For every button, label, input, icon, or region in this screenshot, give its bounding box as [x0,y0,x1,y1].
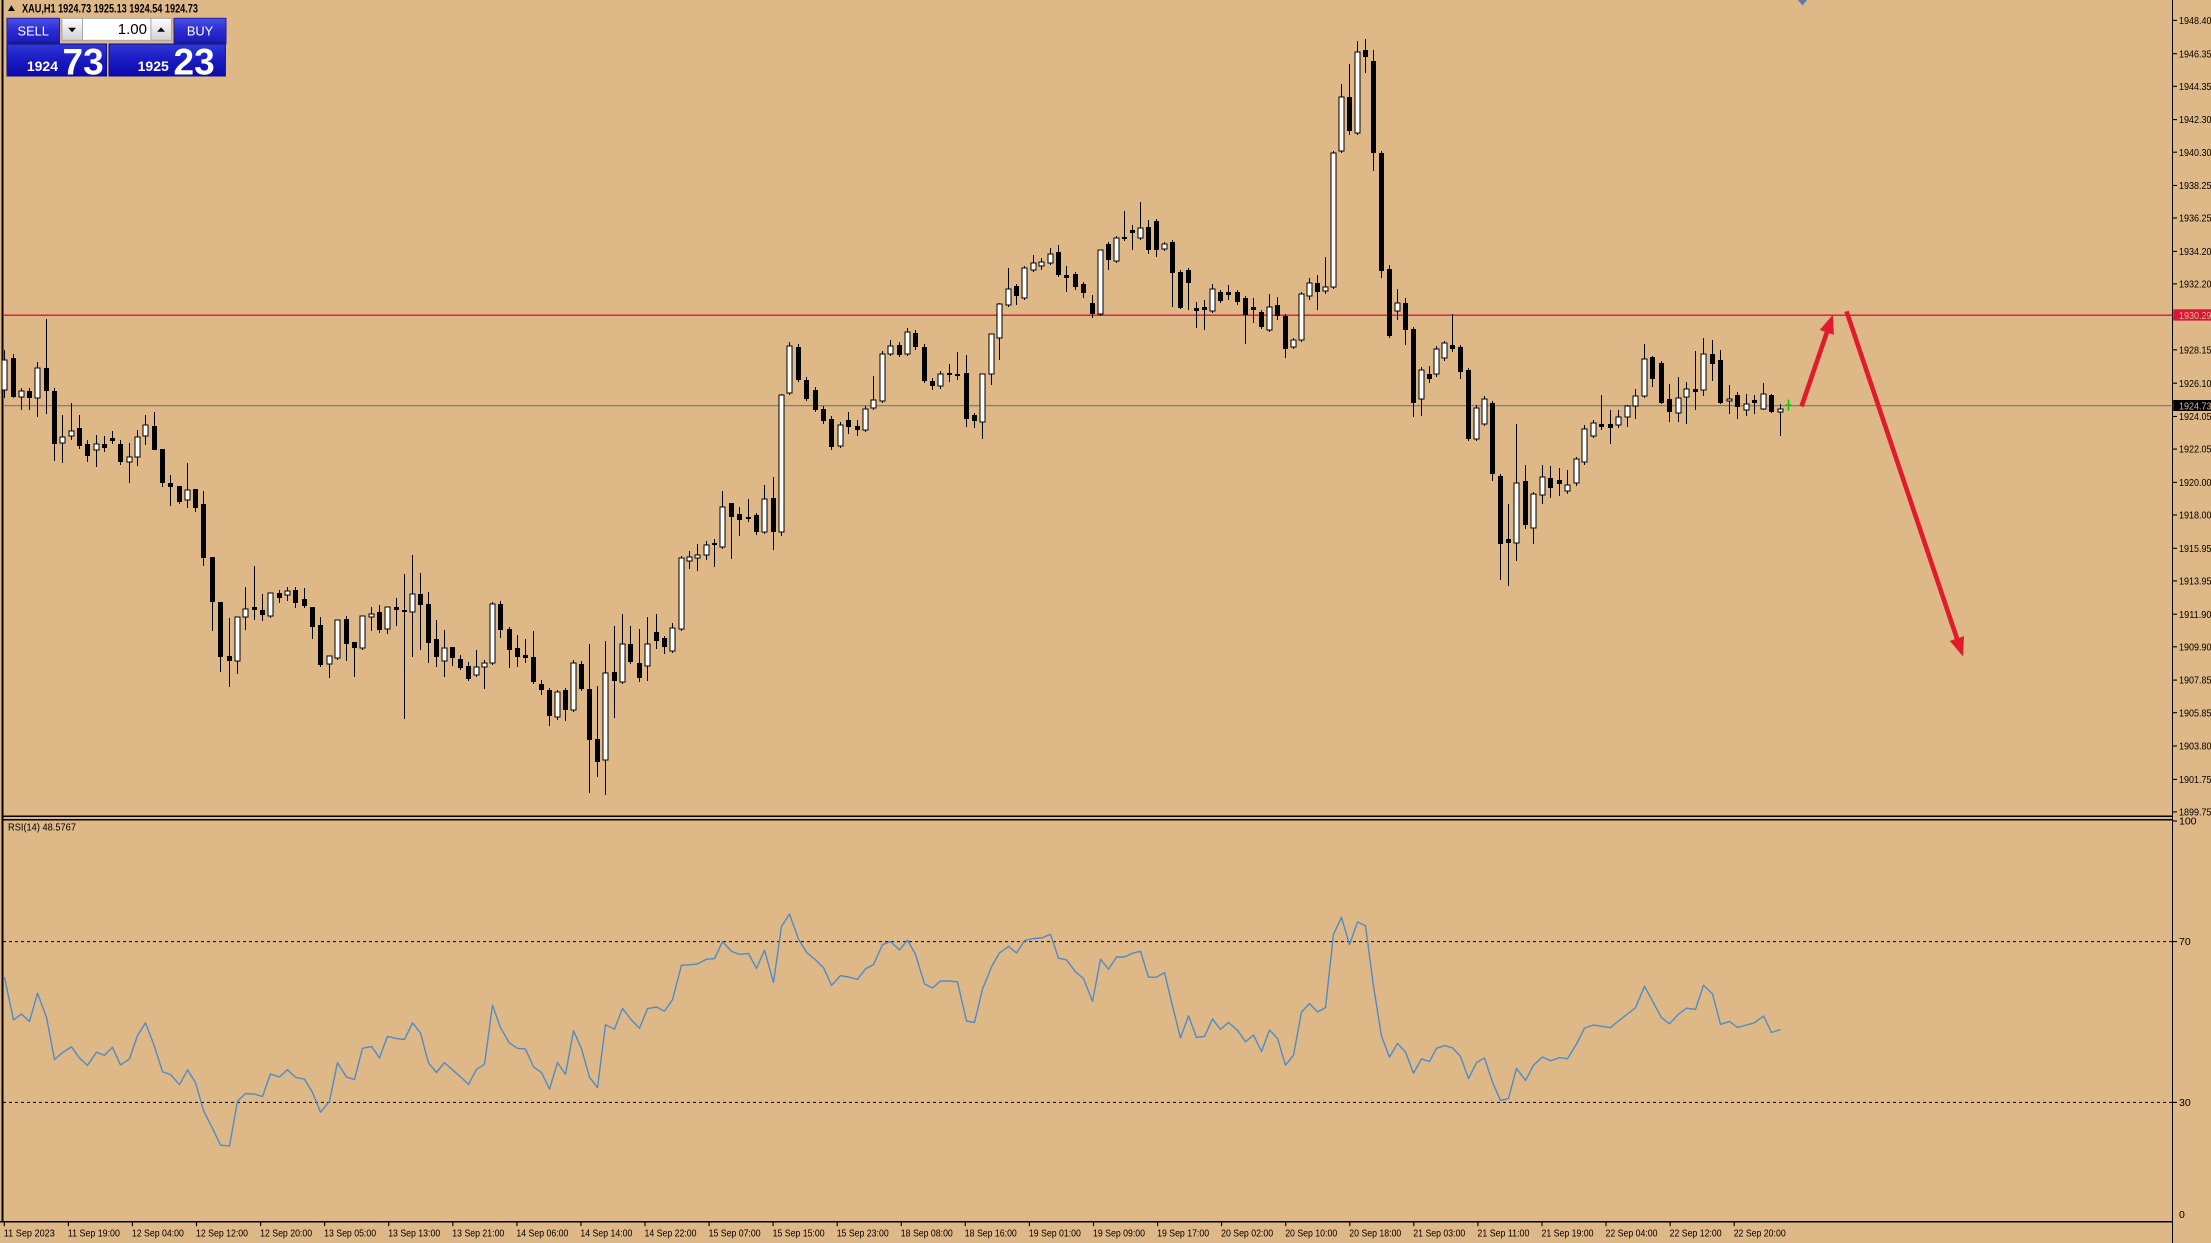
svg-text:21 Sep 11:00: 21 Sep 11:00 [1477,1229,1529,1240]
svg-text:22 Sep 04:00: 22 Sep 04:00 [1606,1229,1658,1240]
svg-text:1899.75: 1899.75 [2179,807,2211,819]
svg-text:1922.05: 1922.05 [2179,444,2211,456]
svg-text:23: 23 [174,41,215,82]
svg-text:RSI(14) 48.5767: RSI(14) 48.5767 [8,822,76,834]
svg-text:1901.75: 1901.75 [2179,774,2211,786]
svg-text:13 Sep 13:00: 13 Sep 13:00 [388,1229,440,1240]
svg-text:1911.90: 1911.90 [2179,609,2211,621]
svg-text:BUY: BUY [187,23,214,38]
svg-text:12 Sep 04:00: 12 Sep 04:00 [132,1229,184,1240]
svg-text:14 Sep 14:00: 14 Sep 14:00 [580,1229,632,1240]
svg-text:1930.29: 1930.29 [2179,310,2211,322]
svg-text:20 Sep 02:00: 20 Sep 02:00 [1221,1229,1273,1240]
svg-text:SELL: SELL [18,23,49,38]
svg-text:1924: 1924 [27,58,58,74]
svg-text:11 Sep 2023: 11 Sep 2023 [4,1229,55,1240]
svg-text:1920.00: 1920.00 [2179,477,2211,489]
svg-text:1942.30: 1942.30 [2179,114,2211,126]
svg-text:1948.40: 1948.40 [2179,15,2211,27]
svg-text:19 Sep 17:00: 19 Sep 17:00 [1157,1229,1209,1240]
svg-text:22 Sep 20:00: 22 Sep 20:00 [1734,1229,1786,1240]
svg-text:1909.90: 1909.90 [2179,641,2211,653]
svg-text:1928.15: 1928.15 [2179,344,2211,356]
svg-text:20 Sep 10:00: 20 Sep 10:00 [1285,1229,1337,1240]
svg-text:18 Sep 16:00: 18 Sep 16:00 [965,1229,1017,1240]
svg-text:1903.80: 1903.80 [2179,741,2211,753]
svg-text:21 Sep 19:00: 21 Sep 19:00 [1542,1229,1594,1240]
svg-text:1905.85: 1905.85 [2179,707,2211,719]
svg-text:1924.73: 1924.73 [2179,401,2211,413]
svg-text:73: 73 [63,41,104,82]
svg-text:14 Sep 06:00: 14 Sep 06:00 [516,1229,568,1240]
svg-text:12 Sep 12:00: 12 Sep 12:00 [196,1229,248,1240]
svg-text:14 Sep 22:00: 14 Sep 22:00 [645,1229,697,1240]
svg-text:12 Sep 20:00: 12 Sep 20:00 [260,1229,312,1240]
svg-text:1913.95: 1913.95 [2179,576,2211,588]
svg-text:18 Sep 08:00: 18 Sep 08:00 [901,1229,953,1240]
svg-text:1940.30: 1940.30 [2179,147,2211,159]
svg-text:19 Sep 01:00: 19 Sep 01:00 [1029,1229,1081,1240]
svg-text:15 Sep 23:00: 15 Sep 23:00 [837,1229,889,1240]
svg-text:22 Sep 12:00: 22 Sep 12:00 [1670,1229,1722,1240]
svg-text:13 Sep 21:00: 13 Sep 21:00 [452,1229,504,1240]
svg-text:70: 70 [2179,936,2191,948]
svg-text:1934.20: 1934.20 [2179,246,2211,258]
svg-text:1.00: 1.00 [118,21,147,38]
svg-text:15 Sep 15:00: 15 Sep 15:00 [773,1229,825,1240]
svg-text:1926.10: 1926.10 [2179,378,2211,390]
svg-text:0: 0 [2179,1209,2185,1221]
svg-text:XAU,H1 1924.73 1925.13 1924.5: XAU,H1 1924.73 1925.13 1924.54 1924.73 [22,4,198,16]
svg-text:1924.05: 1924.05 [2179,411,2211,423]
svg-text:1932.20: 1932.20 [2179,279,2211,291]
svg-text:30: 30 [2179,1097,2191,1109]
svg-text:1907.85: 1907.85 [2179,675,2211,687]
svg-text:1944.35: 1944.35 [2179,81,2211,93]
svg-text:20 Sep 18:00: 20 Sep 18:00 [1349,1229,1401,1240]
svg-text:1915.95: 1915.95 [2179,543,2211,555]
svg-text:19 Sep 09:00: 19 Sep 09:00 [1093,1229,1145,1240]
svg-text:21 Sep 03:00: 21 Sep 03:00 [1413,1229,1465,1240]
svg-text:100: 100 [2179,816,2197,828]
svg-text:1925: 1925 [138,58,169,74]
svg-text:15 Sep 07:00: 15 Sep 07:00 [709,1229,761,1240]
svg-text:1946.35: 1946.35 [2179,48,2211,60]
svg-text:11 Sep 19:00: 11 Sep 19:00 [68,1229,120,1240]
svg-text:1936.25: 1936.25 [2179,213,2211,225]
svg-text:13 Sep 05:00: 13 Sep 05:00 [324,1229,376,1240]
svg-text:1918.00: 1918.00 [2179,510,2211,522]
svg-text:1938.25: 1938.25 [2179,180,2211,192]
